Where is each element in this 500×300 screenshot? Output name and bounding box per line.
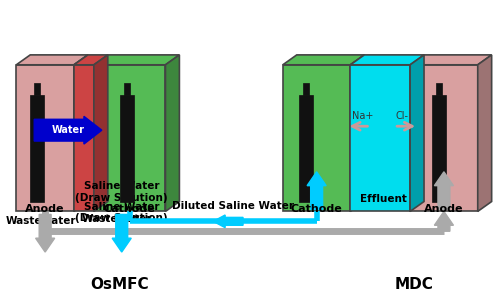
Polygon shape bbox=[350, 55, 364, 212]
Bar bbox=[74, 65, 94, 212]
FancyArrow shape bbox=[307, 172, 326, 209]
Bar bbox=[34, 82, 40, 94]
Bar bbox=[298, 94, 312, 202]
Bar bbox=[124, 82, 130, 94]
Bar bbox=[436, 82, 442, 94]
Bar bbox=[410, 65, 478, 212]
Polygon shape bbox=[94, 55, 180, 65]
Text: Effluent: Effluent bbox=[360, 194, 406, 205]
Polygon shape bbox=[74, 55, 88, 212]
Text: Diluted Saline Water: Diluted Saline Water bbox=[172, 201, 294, 212]
Text: Cl-: Cl- bbox=[396, 111, 408, 121]
Bar bbox=[16, 65, 74, 212]
Text: Cathode: Cathode bbox=[104, 203, 156, 214]
FancyArrow shape bbox=[112, 214, 132, 252]
Bar bbox=[432, 94, 446, 202]
FancyArrow shape bbox=[36, 214, 54, 252]
Text: Saline Water
(Draw Solution): Saline Water (Draw Solution) bbox=[76, 181, 168, 203]
FancyArrow shape bbox=[434, 172, 454, 209]
FancyArrow shape bbox=[213, 215, 243, 228]
Bar bbox=[350, 65, 410, 212]
Bar bbox=[302, 82, 308, 94]
Polygon shape bbox=[166, 55, 179, 212]
Text: Saline Water
(Draw Solution): Saline Water (Draw Solution) bbox=[76, 202, 168, 223]
Text: OsMFC: OsMFC bbox=[90, 277, 149, 292]
Text: Anode: Anode bbox=[424, 203, 464, 214]
Polygon shape bbox=[478, 55, 492, 212]
Text: Cathode: Cathode bbox=[291, 203, 343, 214]
Polygon shape bbox=[283, 55, 364, 65]
Text: Water: Water bbox=[52, 125, 84, 135]
Text: MDC: MDC bbox=[394, 277, 434, 292]
Text: Na+: Na+ bbox=[352, 111, 373, 121]
Polygon shape bbox=[74, 55, 108, 65]
Text: Wastewater: Wastewater bbox=[82, 214, 152, 224]
Bar bbox=[94, 65, 166, 212]
Polygon shape bbox=[94, 55, 108, 212]
Polygon shape bbox=[410, 55, 424, 212]
Text: Wastewater: Wastewater bbox=[6, 216, 76, 226]
FancyArrow shape bbox=[34, 116, 102, 144]
FancyArrow shape bbox=[434, 212, 454, 231]
Text: Anode: Anode bbox=[26, 203, 65, 214]
Polygon shape bbox=[16, 55, 88, 65]
Bar bbox=[30, 94, 44, 202]
Polygon shape bbox=[410, 55, 492, 65]
Bar bbox=[283, 65, 350, 212]
Polygon shape bbox=[350, 55, 424, 65]
Bar bbox=[120, 94, 134, 202]
